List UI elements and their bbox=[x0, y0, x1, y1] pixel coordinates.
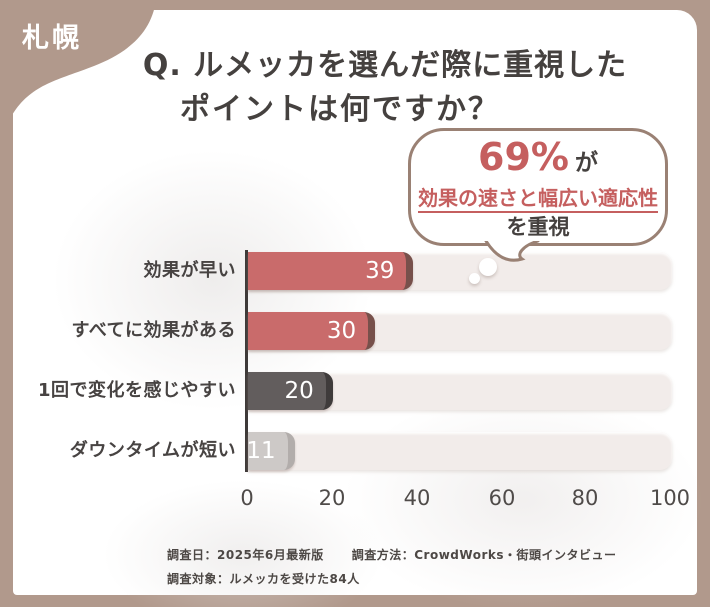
percent-suffix: が bbox=[574, 150, 598, 176]
thought-dot-large bbox=[479, 258, 497, 276]
survey-target: 調査対象：ルメッカを受けた84人 bbox=[167, 572, 360, 586]
survey-notes-line1: 調査日：2025年6月最新版 調査方法：CrowdWorks・街頭インタビュー bbox=[167, 544, 645, 563]
watercolor-texture bbox=[53, 150, 373, 410]
thought-dot-small bbox=[469, 273, 480, 284]
survey-notes: 調査日：2025年6月最新版 調査方法：CrowdWorks・街頭インタビュー 調… bbox=[167, 544, 645, 587]
corner-wave-decoration bbox=[0, 0, 156, 127]
location-badge: 札幌 bbox=[22, 23, 82, 54]
survey-method: 調査方法：CrowdWorks・街頭インタビュー bbox=[351, 548, 617, 562]
page-title-line2: ポイントは何ですか？ bbox=[180, 92, 500, 127]
highlight-speech-bubble: 69% が 効果の速さと幅広い適応性 を重視 bbox=[408, 128, 668, 246]
bubble-percent-row: 69% が bbox=[411, 137, 665, 185]
bubble-emphasis-text: を重視 bbox=[506, 215, 570, 239]
percent-value: 69% bbox=[478, 135, 569, 179]
bubble-highlight-text: 効果の速さと幅広い適応性 bbox=[418, 185, 658, 213]
page-title-line1: Q. ルメッカを選んだ際に重視した bbox=[142, 48, 628, 83]
survey-date: 調査日：2025年6月最新版 bbox=[167, 548, 324, 562]
